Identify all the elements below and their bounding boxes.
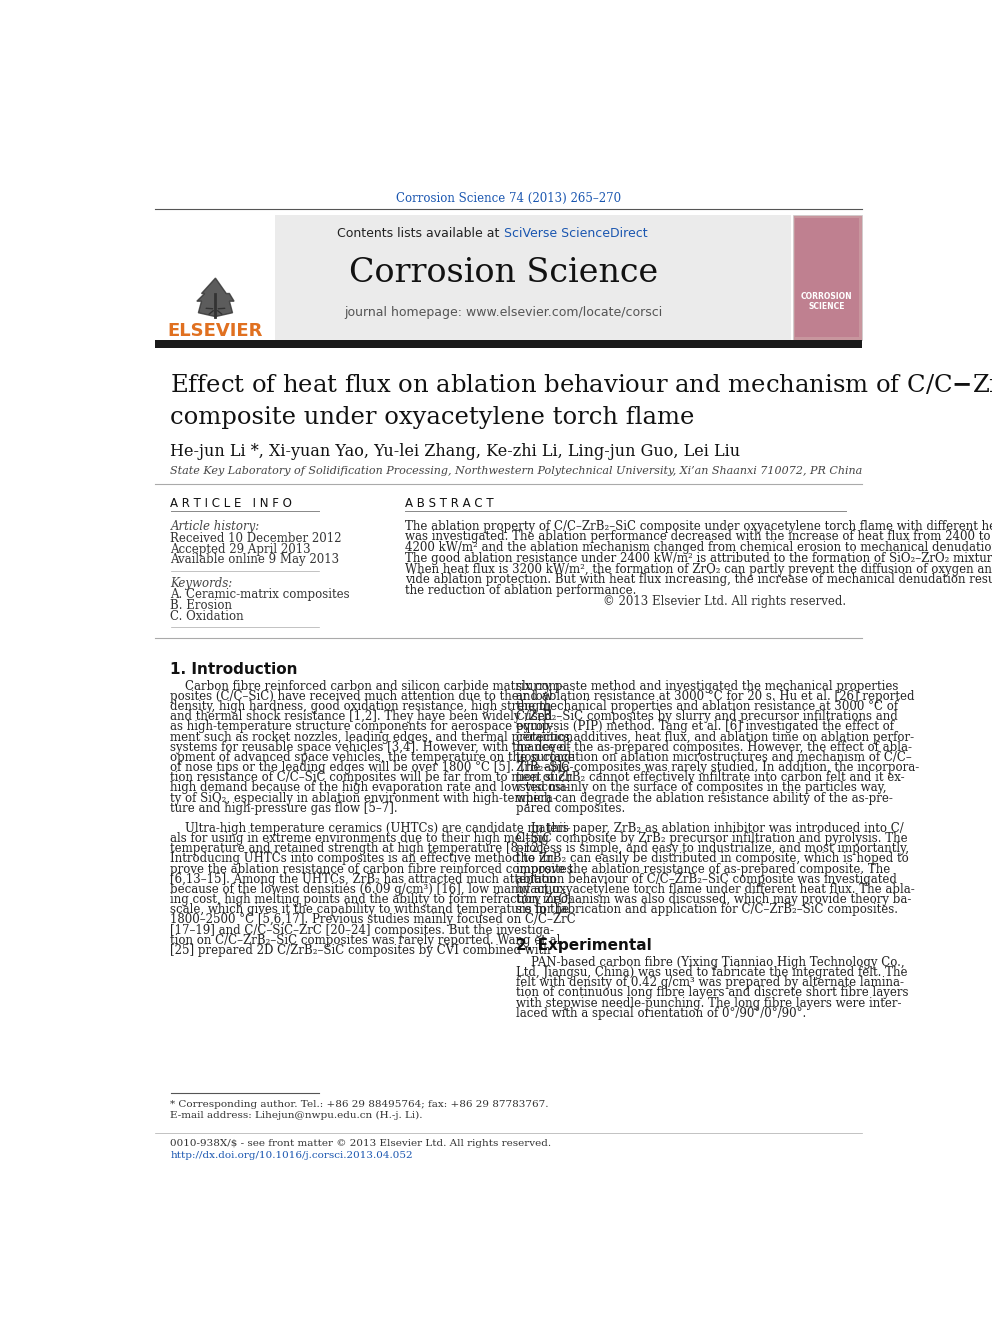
Text: which can degrade the ablation resistance ability of the as-pre-: which can degrade the ablation resistanc… (516, 791, 893, 804)
Text: tion on C/C–ZrB₂–SiC composites was rarely reported. Wang et al.: tion on C/C–ZrB₂–SiC composites was rare… (171, 934, 564, 947)
Text: C–SiC composite by ZrB₂ precursor infiltration and pyrolysis. The: C–SiC composite by ZrB₂ precursor infilt… (516, 832, 908, 845)
Text: vide ablation protection. But with heat flux increasing, the increase of mechani: vide ablation protection. But with heat … (405, 573, 992, 586)
Text: Introducing UHTCs into composites is an effective method to im-: Introducing UHTCs into composites is an … (171, 852, 558, 865)
Text: B. Erosion: B. Erosion (171, 599, 232, 611)
Text: density, high hardness, good oxidation resistance, high strength: density, high hardness, good oxidation r… (171, 700, 552, 713)
Text: ZrB₂–SiC composites was rarely studied. In addition, the incorpora-: ZrB₂–SiC composites was rarely studied. … (516, 761, 920, 774)
Text: was investigated. The ablation performance decreased with the increase of heat f: was investigated. The ablation performan… (405, 531, 990, 544)
Text: tion condition on ablation microstructures and mechanism of C/C–: tion condition on ablation microstructur… (516, 751, 912, 763)
Text: ELSEVIER: ELSEVIER (168, 323, 263, 340)
Text: Ltd, Jiangsu, China) was used to fabricate the integrated felt. The: Ltd, Jiangsu, China) was used to fabrica… (516, 966, 908, 979)
Text: C. Oxidation: C. Oxidation (171, 610, 244, 623)
Text: When heat flux is 3200 kW/m², the formation of ZrO₂ can partly prevent the diffu: When heat flux is 3200 kW/m², the format… (405, 562, 992, 576)
Text: prove the ablation resistance of carbon fibre reinforced composites: prove the ablation resistance of carbon … (171, 863, 573, 876)
Text: ty of SiO₂, especially in ablation environment with high-tempera-: ty of SiO₂, especially in ablation envir… (171, 791, 558, 804)
Text: the reduction of ablation performance.: the reduction of ablation performance. (405, 585, 636, 597)
Text: E-mail address: Lihejun@nwpu.edu.cn (H.-j. Li).: E-mail address: Lihejun@nwpu.edu.cn (H.-… (171, 1111, 423, 1121)
Text: high demand because of the high evaporation rate and low viscosi-: high demand because of the high evaporat… (171, 782, 569, 794)
Text: A. Ceramic-matrix composites: A. Ceramic-matrix composites (171, 589, 350, 601)
Text: because of the lowest densities (6.09 g/cm³) [16], low manufactur-: because of the lowest densities (6.09 g/… (171, 882, 566, 896)
Text: Received 10 December 2012: Received 10 December 2012 (171, 532, 342, 545)
Text: PAN-based carbon fibre (Yixing Tianniao High Technology Co.,: PAN-based carbon fibre (Yixing Tianniao … (516, 957, 905, 968)
Text: ceramics additives, heat flux, and ablation time on ablation perfor-: ceramics additives, heat flux, and ablat… (516, 730, 915, 744)
Text: tion resistance of C/C–SiC composites will be far from to meet such: tion resistance of C/C–SiC composites wi… (171, 771, 573, 785)
Text: als for using in extreme environments due to their high melting: als for using in extreme environments du… (171, 832, 550, 845)
Text: [6,13–15]. Among the UHTCs, ZrB₂ has attracted much attention: [6,13–15]. Among the UHTCs, ZrB₂ has att… (171, 873, 557, 886)
Text: Corrosion Science 74 (2013) 265–270: Corrosion Science 74 (2013) 265–270 (396, 192, 621, 205)
Text: [25] prepared 2D C/ZrB₂–SiC composites by CVI combined with: [25] prepared 2D C/ZrB₂–SiC composites b… (171, 945, 552, 957)
Text: Carbon fibre reinforced carbon and silicon carbide matrix com-: Carbon fibre reinforced carbon and silic… (171, 680, 564, 693)
Text: of nose tips or the leading edges will be over 1800 °C [5]. The abla-: of nose tips or the leading edges will b… (171, 761, 574, 774)
Text: improve the ablation resistance of as-prepared composite. The: improve the ablation resistance of as-pr… (516, 863, 891, 876)
Text: Keywords:: Keywords: (171, 577, 233, 590)
Text: pyrolysis (PIP) method. Tang et al. [6] investigated the effect of: pyrolysis (PIP) method. Tang et al. [6] … (516, 720, 894, 733)
Text: * Corresponding author. Tel.: +86 29 88495764; fax: +86 29 87783767.: * Corresponding author. Tel.: +86 29 884… (171, 1099, 549, 1109)
Text: © 2013 Elsevier Ltd. All rights reserved.: © 2013 Elsevier Ltd. All rights reserved… (603, 595, 846, 609)
Text: Corrosion Science: Corrosion Science (349, 257, 659, 288)
FancyBboxPatch shape (793, 214, 862, 340)
Text: The good ablation resistance under 2400 kW/m² is attributed to the formation of : The good ablation resistance under 2400 … (405, 552, 992, 565)
Text: ture and high-pressure gas flow [5–7].: ture and high-pressure gas flow [5–7]. (171, 802, 398, 815)
Text: Available online 9 May 2013: Available online 9 May 2013 (171, 553, 339, 566)
Text: tion of continuous long fibre layers and discrete short fibre layers: tion of continuous long fibre layers and… (516, 987, 909, 999)
Text: State Key Laboratory of Solidification Processing, Northwestern Polytechnical Un: State Key Laboratory of Solidification P… (171, 467, 863, 476)
Text: as high-temperature structure components for aerospace equip-: as high-temperature structure components… (171, 720, 554, 733)
Text: [17–19] and C/C–SiC–ZrC [20–24] composites. But the investiga-: [17–19] and C/C–SiC–ZrC [20–24] composit… (171, 923, 555, 937)
Text: and ablation resistance at 3000 °C for 20 s. Hu et al. [26] reported: and ablation resistance at 3000 °C for 2… (516, 689, 915, 703)
Text: ment such as rocket nozzles, leading edges, and thermal protection: ment such as rocket nozzles, leading edg… (171, 730, 573, 744)
Text: posites (C/C–SiC) have received much attention due to their low: posites (C/C–SiC) have received much att… (171, 689, 554, 703)
Text: laced with a special orientation of 0°/90°/0°/90°.: laced with a special orientation of 0°/9… (516, 1007, 806, 1020)
Text: with stepwise needle-punching. The long fibre layers were inter-: with stepwise needle-punching. The long … (516, 996, 902, 1009)
Text: pared composites.: pared composites. (516, 802, 625, 815)
Text: scale, which gives it the capability to withstand temperature in the: scale, which gives it the capability to … (171, 904, 569, 917)
Text: sis for fabrication and application for C/C–ZrB₂–SiC composites.: sis for fabrication and application for … (516, 904, 898, 917)
Text: opment of advanced space vehicles, the temperature on the surface: opment of advanced space vehicles, the t… (171, 751, 575, 763)
Text: mance of the as-prepared composites. However, the effect of abla-: mance of the as-prepared composites. How… (516, 741, 913, 754)
Text: 0010-938X/$ - see front matter © 2013 Elsevier Ltd. All rights reserved.: 0010-938X/$ - see front matter © 2013 El… (171, 1139, 552, 1148)
Text: Accepted 29 April 2013: Accepted 29 April 2013 (171, 542, 311, 556)
Text: composite under oxyacetylene torch flame: composite under oxyacetylene torch flame (171, 406, 694, 429)
FancyBboxPatch shape (155, 340, 862, 348)
FancyBboxPatch shape (155, 214, 791, 340)
Text: The ablation property of C/C–ZrB₂–SiC composite under oxyacetylene torch flame w: The ablation property of C/C–ZrB₂–SiC co… (405, 520, 992, 533)
Text: isted mainly on the surface of composites in the particles way,: isted mainly on the surface of composite… (516, 782, 887, 794)
Text: 1800–2500 °C [5,6,17]. Previous studies mainly focused on C/C–ZrC: 1800–2500 °C [5,6,17]. Previous studies … (171, 913, 576, 926)
Text: 2. Experimental: 2. Experimental (516, 938, 652, 953)
Text: felt with density of 0.42 g/cm³ was prepared by alternate lamina-: felt with density of 0.42 g/cm³ was prep… (516, 976, 904, 990)
Text: slurry paste method and investigated the mechanical properties: slurry paste method and investigated the… (516, 680, 899, 693)
Text: and thermal shock resistance [1,2]. They have been widely used: and thermal shock resistance [1,2]. They… (171, 710, 553, 724)
Text: systems for reusable space vehicles [3,4]. However, with the devel-: systems for reusable space vehicles [3,4… (171, 741, 571, 754)
Text: 1. Introduction: 1. Introduction (171, 662, 298, 677)
Text: Effect of heat flux on ablation behaviour and mechanism of C/C$\mathbf{-}$ZrB$_2: Effect of heat flux on ablation behaviou… (171, 373, 992, 400)
Text: process is simple, and easy to industrialize, and most importantly,: process is simple, and easy to industria… (516, 843, 909, 856)
Text: A R T I C L E   I N F O: A R T I C L E I N F O (171, 497, 293, 511)
Text: In this paper, ZrB₂ as ablation inhibitor was introduced into C/: In this paper, ZrB₂ as ablation inhibito… (516, 822, 904, 835)
Text: journal homepage: www.elsevier.com/locate/corsci: journal homepage: www.elsevier.com/locat… (344, 306, 663, 319)
Text: http://dx.doi.org/10.1016/j.corsci.2013.04.052: http://dx.doi.org/10.1016/j.corsci.2013.… (171, 1151, 413, 1160)
Text: SciVerse ScienceDirect: SciVerse ScienceDirect (504, 228, 648, 239)
Polygon shape (196, 278, 234, 316)
Text: by an oxyacetylene torch flame under different heat flux. The abla-: by an oxyacetylene torch flame under dif… (516, 882, 915, 896)
FancyBboxPatch shape (796, 218, 859, 337)
Text: ablation behaviour of C/C–ZrB₂–SiC composite was investigated: ablation behaviour of C/C–ZrB₂–SiC compo… (516, 873, 897, 886)
FancyBboxPatch shape (155, 214, 275, 340)
Text: C/ZrB₂–SiC composites by slurry and precursor infiltrations and: C/ZrB₂–SiC composites by slurry and prec… (516, 710, 898, 724)
Text: Article history:: Article history: (171, 520, 260, 533)
Text: tion of ZrB₂ cannot effectively infiltrate into carbon felt and it ex-: tion of ZrB₂ cannot effectively infiltra… (516, 771, 905, 785)
Text: Contents lists available at: Contents lists available at (337, 228, 504, 239)
Text: tion mechanism was also discussed, which may provide theory ba-: tion mechanism was also discussed, which… (516, 893, 912, 906)
Text: A B S T R A C T: A B S T R A C T (405, 497, 493, 511)
Text: He-jun Li *, Xi-yuan Yao, Yu-lei Zhang, Ke-zhi Li, Ling-jun Guo, Lei Liu: He-jun Li *, Xi-yuan Yao, Yu-lei Zhang, … (171, 443, 741, 460)
Text: 4200 kW/m² and the ablation mechanism changed from chemical erosion to mechanica: 4200 kW/m² and the ablation mechanism ch… (405, 541, 992, 554)
Text: CORROSION
SCIENCE: CORROSION SCIENCE (802, 291, 853, 311)
Text: temperature and retained strength at high temperature [8–12].: temperature and retained strength at hig… (171, 843, 548, 856)
Text: ing cost, high melting points and the ability to form refractory ZrO₂: ing cost, high melting points and the ab… (171, 893, 573, 906)
Text: Ultra-high temperature ceramics (UHTCs) are candidate materi-: Ultra-high temperature ceramics (UHTCs) … (171, 822, 571, 835)
Text: the mechanical properties and ablation resistance at 3000 °C of: the mechanical properties and ablation r… (516, 700, 899, 713)
Text: the ZrB₂ can easily be distributed in composite, which is hoped to: the ZrB₂ can easily be distributed in co… (516, 852, 909, 865)
